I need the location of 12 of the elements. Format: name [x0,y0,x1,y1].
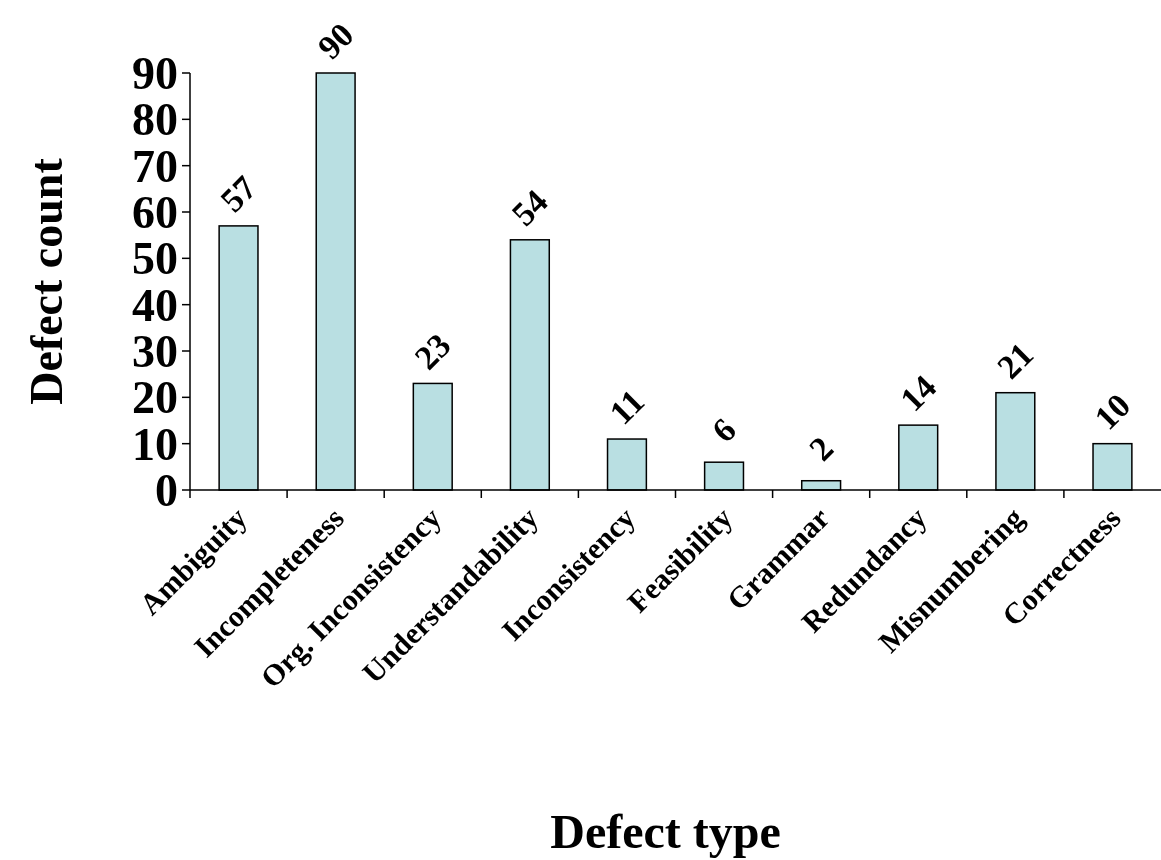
data-label: 2 [801,429,841,468]
data-label: 10 [1087,386,1138,437]
y-axis-title: Defect count [21,157,72,405]
data-label: 14 [893,367,944,419]
data-label: 54 [504,182,555,233]
x-axis-title: Defect type [550,805,781,858]
data-label: 23 [407,326,458,377]
data-label: 11 [602,382,652,432]
data-label: 6 [704,410,744,450]
data-label: 57 [213,168,264,219]
data-label: 21 [990,335,1041,386]
data-label: 90 [310,15,361,66]
